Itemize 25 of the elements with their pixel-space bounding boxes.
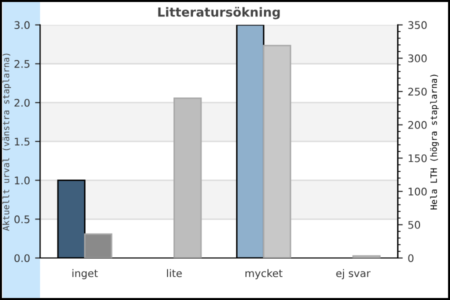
bar xyxy=(84,233,112,258)
y2-tick-label: 250 xyxy=(408,88,427,96)
x-tick-label: lite xyxy=(167,269,182,278)
y-tick-label: 1.0 xyxy=(14,176,30,184)
y-tick-label: 2.5 xyxy=(14,60,30,68)
bar xyxy=(352,255,381,258)
y-tick-label: 0.0 xyxy=(14,254,30,262)
y2-tick-label: 50 xyxy=(408,220,420,229)
y2-tick-label: 200 xyxy=(408,121,427,129)
y2-tick-label: 300 xyxy=(408,54,427,62)
y-tick-label: 1.5 xyxy=(14,138,30,146)
x-tick-label: mycket xyxy=(245,269,282,280)
y-tick-label: 3.0 xyxy=(14,21,30,30)
y-tick-label: 2.0 xyxy=(14,98,30,107)
y2-tick-label: 0 xyxy=(408,254,414,262)
x-tick-label: inget xyxy=(72,269,98,280)
bar xyxy=(174,97,202,258)
chart-title: Litteratursökning xyxy=(158,6,280,20)
x-tick-label: ej svar xyxy=(336,269,371,280)
y2-tick-label: 350 xyxy=(408,21,427,30)
y2-tick-label: 100 xyxy=(408,188,427,196)
y-tick-label: 0.5 xyxy=(14,215,30,224)
y2-axis-title: Hela LTH (högra staplarna) xyxy=(430,74,439,210)
y2-tick-label: 150 xyxy=(408,154,427,162)
y-axis-title: Aktuellt urval (vänstra staplarna) xyxy=(2,54,11,231)
